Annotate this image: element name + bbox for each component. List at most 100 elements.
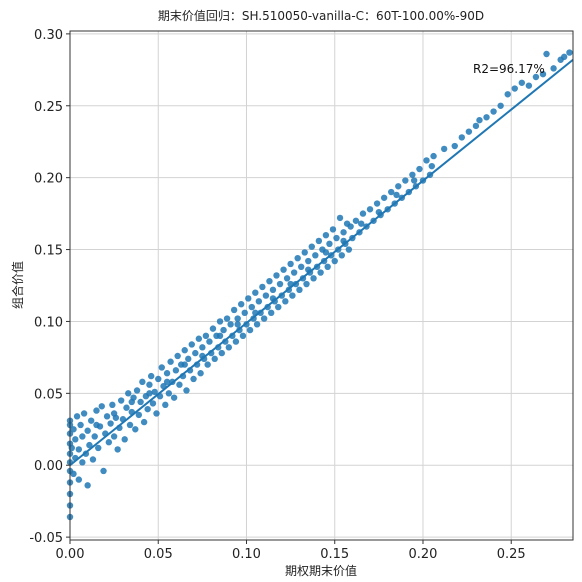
data-point	[140, 418, 148, 426]
data-point	[132, 426, 139, 433]
data-point	[241, 309, 248, 317]
data-point	[532, 73, 540, 81]
data-point	[225, 344, 233, 351]
data-point	[146, 381, 153, 388]
data-point	[543, 50, 550, 58]
data-point	[276, 280, 284, 288]
x-tick-label: 0.25	[497, 547, 526, 562]
data-point	[192, 349, 199, 357]
data-point	[89, 456, 97, 463]
data-point	[123, 404, 130, 411]
data-point	[117, 397, 125, 404]
data-point	[80, 410, 88, 417]
data-point	[147, 372, 155, 380]
data-point	[195, 335, 203, 342]
x-tick-label: 0.00	[56, 547, 85, 562]
data-point	[75, 446, 83, 453]
data-point	[128, 398, 135, 406]
data-point	[163, 378, 171, 386]
x-axis-label: 期权期末价值	[285, 563, 357, 578]
y-tick-label: 0.00	[34, 459, 63, 474]
data-point	[476, 116, 483, 124]
data-point	[472, 122, 480, 130]
data-point	[223, 315, 231, 322]
data-point	[324, 263, 331, 271]
y-tick-label: 0.15	[34, 244, 63, 259]
data-point	[294, 254, 301, 262]
data-point	[151, 388, 158, 396]
data-point	[303, 280, 310, 288]
data-point	[322, 249, 330, 256]
data-point	[72, 436, 79, 443]
data-point	[158, 364, 165, 371]
data-point	[239, 332, 247, 340]
y-tick-label: 0.05	[34, 387, 63, 402]
scatter-points	[66, 49, 573, 521]
data-point	[504, 91, 511, 98]
regression-line-group	[69, 58, 574, 467]
y-axis-ticks: -0.05 0.00 0.05 0.10 0.15 0.20 0.25 0.30	[29, 28, 70, 546]
data-point	[388, 188, 395, 196]
data-point	[114, 446, 121, 453]
data-point	[110, 433, 118, 440]
data-point	[230, 306, 238, 314]
data-point	[103, 413, 111, 420]
data-point	[125, 390, 132, 397]
data-point	[197, 370, 204, 377]
data-point	[232, 338, 240, 345]
data-point	[73, 413, 81, 420]
data-point	[329, 226, 337, 233]
data-point	[451, 142, 458, 150]
data-point	[245, 295, 252, 302]
data-point	[359, 210, 367, 217]
data-point	[550, 65, 557, 72]
plot-frame	[69, 30, 574, 541]
data-point	[174, 352, 181, 360]
data-point	[525, 82, 533, 89]
data-point	[483, 114, 490, 121]
data-point	[338, 252, 345, 259]
data-point	[139, 378, 146, 386]
data-point	[144, 405, 151, 413]
data-point	[155, 375, 162, 383]
data-point	[322, 231, 330, 239]
data-point	[206, 338, 213, 345]
data-point	[428, 162, 436, 170]
data-point	[259, 283, 266, 291]
y-axis-label: 组合价值	[10, 261, 25, 309]
data-point	[253, 321, 261, 328]
data-point	[84, 427, 91, 434]
data-point	[167, 358, 174, 365]
x-tick-label: 0.10	[232, 547, 261, 562]
data-point	[227, 321, 234, 328]
x-tick-label: 0.15	[320, 547, 349, 562]
data-point	[107, 420, 114, 427]
data-point	[465, 128, 473, 135]
data-point	[430, 152, 437, 160]
y-tick-label: 0.20	[34, 172, 63, 187]
data-point	[340, 229, 347, 236]
data-point	[188, 341, 195, 348]
data-point	[315, 237, 323, 245]
data-point	[84, 482, 91, 489]
data-point	[298, 263, 305, 271]
data-point	[93, 407, 100, 414]
y-tick-label: 0.10	[34, 315, 63, 330]
data-point	[490, 108, 497, 115]
data-point	[273, 272, 280, 279]
data-point	[358, 220, 365, 227]
data-point	[153, 410, 160, 417]
data-point	[209, 325, 217, 332]
data-point	[190, 375, 197, 383]
data-point	[135, 411, 143, 419]
data-point	[75, 476, 83, 483]
data-point	[560, 53, 568, 61]
data-point	[305, 257, 312, 265]
data-point	[181, 347, 188, 354]
data-point	[440, 145, 448, 153]
data-point	[301, 249, 308, 256]
data-point	[347, 223, 354, 230]
data-point	[497, 102, 504, 109]
data-point	[345, 246, 353, 253]
